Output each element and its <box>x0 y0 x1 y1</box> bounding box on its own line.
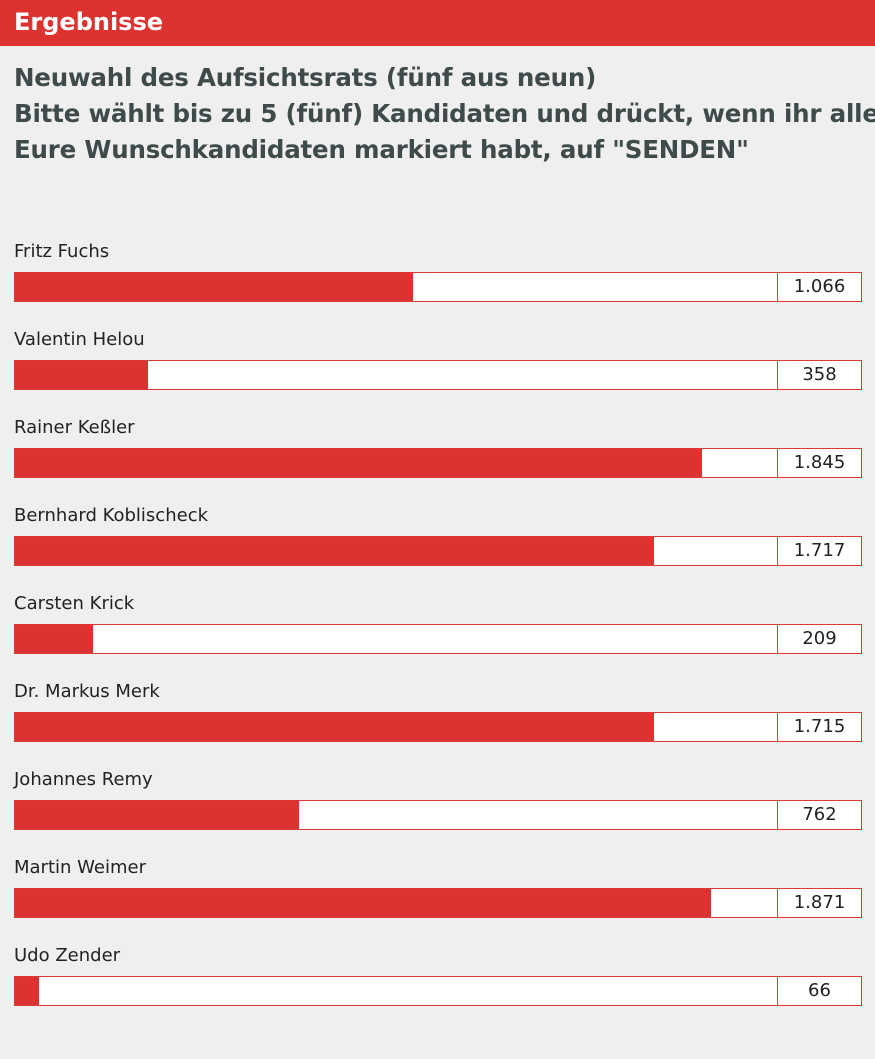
candidate-name: Rainer Keßler <box>14 417 135 438</box>
vote-count: 1.715 <box>777 712 862 742</box>
candidate-name: Dr. Markus Merk <box>14 681 160 702</box>
results-header-bar: Ergebnisse <box>0 0 875 46</box>
vote-count: 1.717 <box>777 536 862 566</box>
result-bar-fill <box>15 801 299 829</box>
candidate-name: Carsten Krick <box>14 593 135 614</box>
vote-count: 358 <box>777 360 862 390</box>
poll-question-line-3: Eure Wunschkandidaten markiert habt, auf… <box>14 135 749 164</box>
candidate-name: Martin Weimer <box>14 857 146 878</box>
vote-count: 1.066 <box>777 272 862 302</box>
result-row: Valentin Helou 358 <box>14 329 862 399</box>
result-bar-track <box>14 888 778 918</box>
result-row: Fritz Fuchs 1.066 <box>14 241 862 311</box>
result-bar-fill <box>15 625 93 653</box>
vote-count: 66 <box>777 976 862 1006</box>
result-bar-track <box>14 536 778 566</box>
vote-count: 209 <box>777 624 862 654</box>
results-header-title: Ergebnisse <box>14 8 164 36</box>
vote-count: 1.871 <box>777 888 862 918</box>
result-bar-track <box>14 800 778 830</box>
result-row: Dr. Markus Merk 1.715 <box>14 681 862 751</box>
result-row: Martin Weimer 1.871 <box>14 857 862 927</box>
result-row: Rainer Keßler 1.845 <box>14 417 862 487</box>
result-row: Udo Zender 66 <box>14 945 862 1015</box>
result-bar-fill <box>15 889 711 917</box>
candidate-name: Johannes Remy <box>14 769 153 790</box>
result-bar-fill <box>15 449 702 477</box>
vote-count: 1.845 <box>777 448 862 478</box>
result-bar-fill <box>15 537 654 565</box>
vote-count: 762 <box>777 800 862 830</box>
result-row: Johannes Remy 762 <box>14 769 862 839</box>
result-bar-fill <box>15 273 413 301</box>
poll-question-line-2: Bitte wählt bis zu 5 (fünf) Kandidaten u… <box>14 99 875 128</box>
result-bar-fill <box>15 713 654 741</box>
result-bar-track <box>14 712 778 742</box>
result-bar-track <box>14 448 778 478</box>
candidate-name: Valentin Helou <box>14 329 145 350</box>
result-bar-track <box>14 976 778 1006</box>
candidate-name: Udo Zender <box>14 945 121 966</box>
result-row: Carsten Krick 209 <box>14 593 862 663</box>
result-row: Bernhard Koblischeck 1.717 <box>14 505 862 575</box>
poll-question-line-1: Neuwahl des Aufsichtsrats (fünf aus neun… <box>14 63 597 92</box>
result-bar-fill <box>15 977 39 1005</box>
result-bar-fill <box>15 361 148 389</box>
result-bar-track <box>14 272 778 302</box>
candidate-name: Bernhard Koblischeck <box>14 505 209 526</box>
poll-question: Neuwahl des Aufsichtsrats (fünf aus neun… <box>14 60 875 168</box>
result-bar-track <box>14 360 778 390</box>
result-bar-track <box>14 624 778 654</box>
candidate-name: Fritz Fuchs <box>14 241 110 262</box>
